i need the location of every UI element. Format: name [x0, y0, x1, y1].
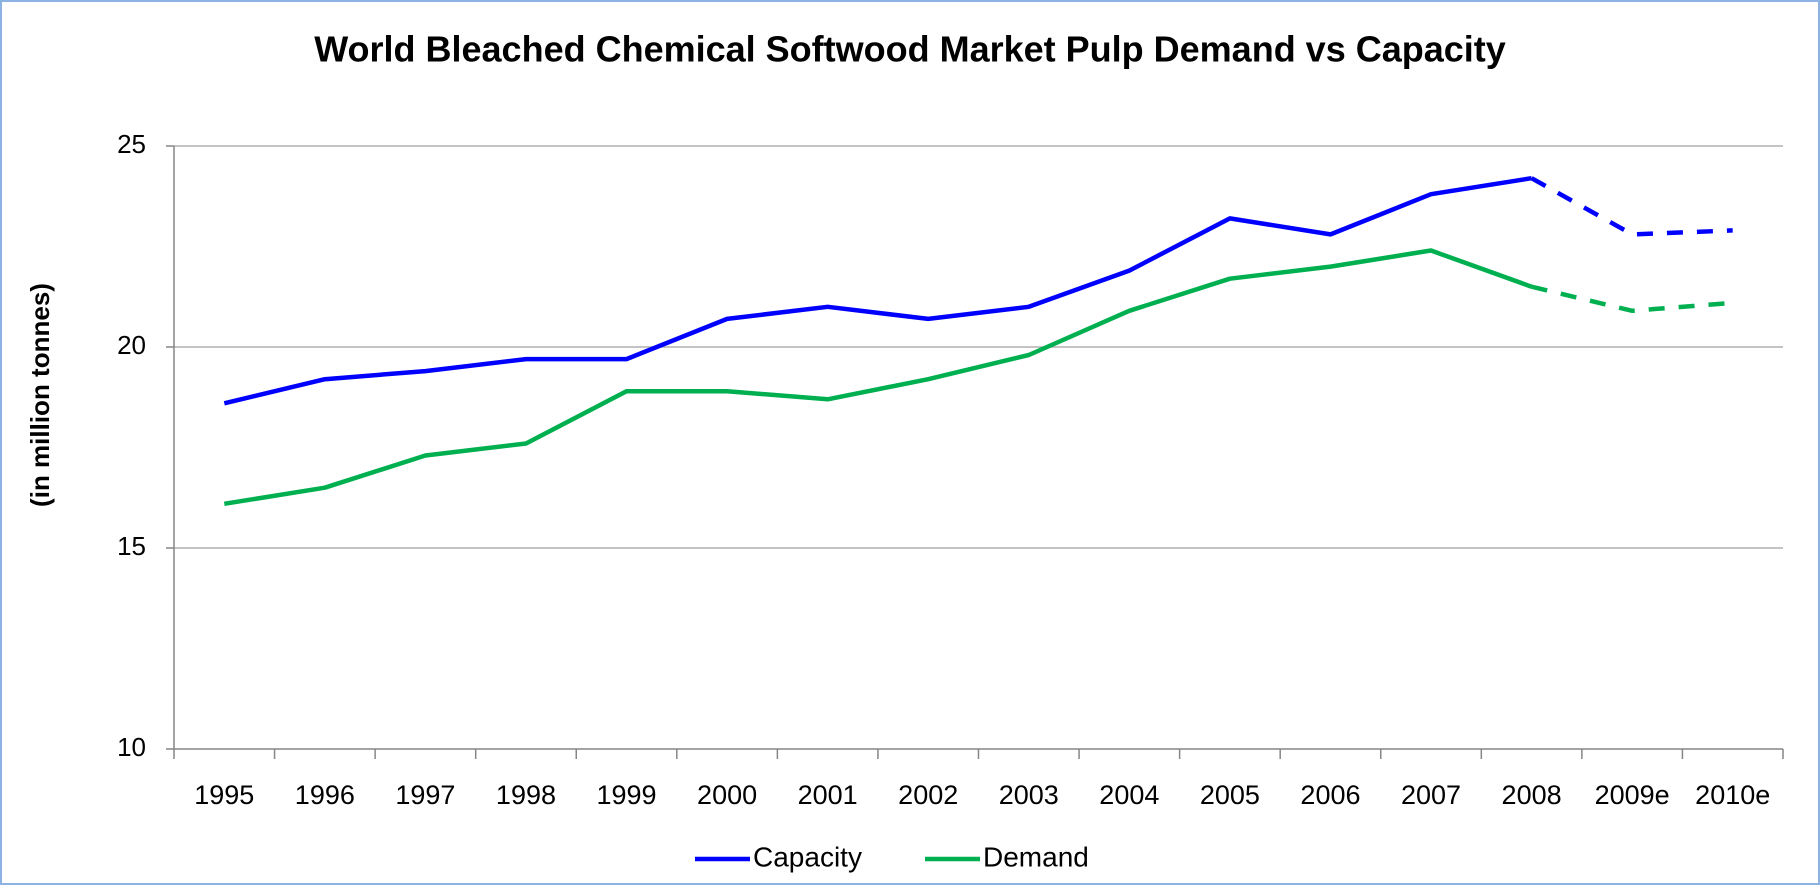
- line-forecast: [1530, 176, 1733, 237]
- line-forecast: [1531, 284, 1733, 314]
- x-tick-label: 2009e: [1595, 780, 1670, 810]
- x-tick-label: 1999: [596, 780, 656, 810]
- x-tick-label: 2007: [1401, 780, 1461, 810]
- x-tick-label: 2004: [1099, 780, 1159, 810]
- x-tick-label: 2001: [798, 780, 858, 810]
- legend-label: Capacity: [753, 841, 862, 872]
- x-tick-label: 2005: [1200, 780, 1260, 810]
- x-tick-label: 1995: [194, 780, 254, 810]
- x-tick-label: 2006: [1300, 780, 1360, 810]
- y-tick-label: 25: [117, 129, 146, 159]
- y-axis-label: (in million tonnes): [25, 283, 55, 507]
- y-tick-label: 10: [117, 732, 146, 762]
- x-tick-label: 2008: [1502, 780, 1562, 810]
- line-series: [223, 175, 1532, 406]
- x-tick-label: 2000: [697, 780, 757, 810]
- x-tick-label: 1998: [496, 780, 556, 810]
- x-tick-label: 2010e: [1695, 780, 1770, 810]
- legend-label: Demand: [983, 841, 1089, 872]
- x-tick-label: 2002: [898, 780, 958, 810]
- x-tick-label: 2003: [999, 780, 1059, 810]
- x-tick-label: 1997: [395, 780, 455, 810]
- y-tick-label: 20: [117, 330, 146, 360]
- line-series: [223, 248, 1533, 507]
- chart-title: World Bleached Chemical Softwood Market …: [314, 29, 1506, 70]
- x-tick-label: 1996: [295, 780, 355, 810]
- y-tick-label: 15: [117, 531, 146, 561]
